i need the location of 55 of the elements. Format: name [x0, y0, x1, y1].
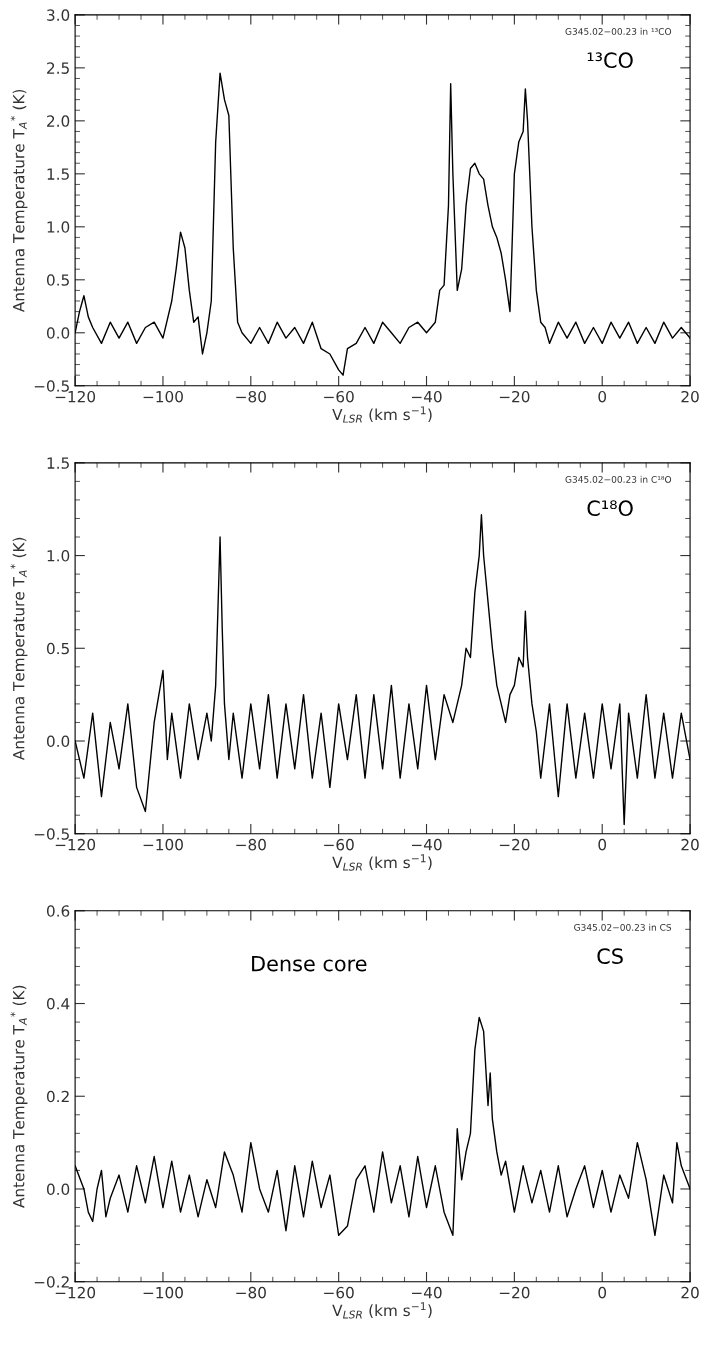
annotation: ¹³CO	[587, 52, 633, 69]
y-tick-label: 0.6	[46, 905, 70, 917]
x-tick-label: −60	[324, 390, 354, 403]
y-tick-label: 0.2	[46, 1090, 69, 1103]
y-tick-label: 1.5	[47, 457, 69, 469]
x-tick-label: −60	[324, 1286, 354, 1299]
x-tick-label: −100	[143, 1286, 183, 1299]
x-tick-label: −120	[55, 390, 96, 403]
x-tick-label: 0	[598, 390, 607, 403]
y-tick-label: 3.0	[47, 9, 70, 21]
x-axis-title: V$_{LSR}$ (km s$^{−1}$)	[332, 854, 432, 871]
x-tick-label: −80	[236, 390, 266, 403]
x-tick-label: −60	[324, 838, 354, 851]
x-tick-label: −100	[143, 838, 183, 851]
x-tick-label: −100	[143, 390, 183, 403]
y-tick-label: 0.0	[46, 327, 70, 339]
x-tick-label: 20	[681, 838, 699, 851]
x-tick-label: −20	[499, 390, 530, 403]
x-tick-label: −80	[236, 838, 266, 851]
y-tick-label: 2.0	[47, 115, 70, 127]
x-tick-label: −40	[412, 390, 442, 403]
annotation: C¹⁸O	[587, 500, 633, 517]
y-axis-title: Antenna Temperature T$_{A}$$^{*}$ (K)	[10, 537, 28, 760]
x-tick-label: −20	[499, 838, 530, 851]
y-tick-label: 1.0	[47, 221, 70, 233]
y-axis-title: Antenna Temperature T$_{A}$$^{*}$ (K)	[10, 985, 28, 1208]
y-axis-title: Antenna Temperature T$_{A}$$^{*}$ (K)	[10, 89, 28, 313]
y-tick-label: 0.0	[46, 1183, 70, 1195]
y-tick-label: 1.0	[47, 550, 70, 562]
y-tick-label: 0.5	[46, 642, 69, 655]
x-tick-label: 0	[598, 838, 607, 851]
annotation: Dense core	[252, 955, 367, 972]
annotation: G345.02−00.23 in ¹³CO	[565, 27, 672, 35]
x-tick-label: 20	[681, 390, 699, 403]
x-tick-label: 20	[681, 1286, 699, 1299]
y-tick-label: 2.5	[47, 62, 69, 74]
x-tick-label: −40	[412, 1286, 442, 1299]
x-axis-title: V$_{LSR}$ (km s$^{−1}$)	[332, 1302, 432, 1319]
y-tick-label: 0.5	[46, 274, 69, 286]
annotation: CS	[597, 948, 623, 965]
annotation: G345.02−00.23 in CS	[574, 923, 672, 931]
y-tick-label: −0.2	[34, 1276, 69, 1288]
x-tick-label: 0	[598, 1286, 607, 1299]
y-tick-label: −0.5	[34, 380, 69, 392]
x-tick-label: −120	[55, 838, 96, 851]
x-tick-label: −80	[236, 1286, 266, 1299]
y-tick-label: 0.4	[46, 997, 70, 1010]
y-tick-label: 0.0	[46, 735, 70, 748]
x-tick-label: −40	[412, 838, 442, 851]
x-axis-title: V$_{LSR}$ (km s$^{−1}$)	[332, 406, 432, 423]
y-tick-label: −0.5	[34, 828, 69, 840]
y-tick-label: 1.5	[47, 168, 69, 180]
annotation: G345.02−00.23 in C¹⁸O	[565, 475, 672, 483]
x-tick-label: −20	[499, 1286, 530, 1299]
x-tick-label: −120	[55, 1286, 96, 1299]
